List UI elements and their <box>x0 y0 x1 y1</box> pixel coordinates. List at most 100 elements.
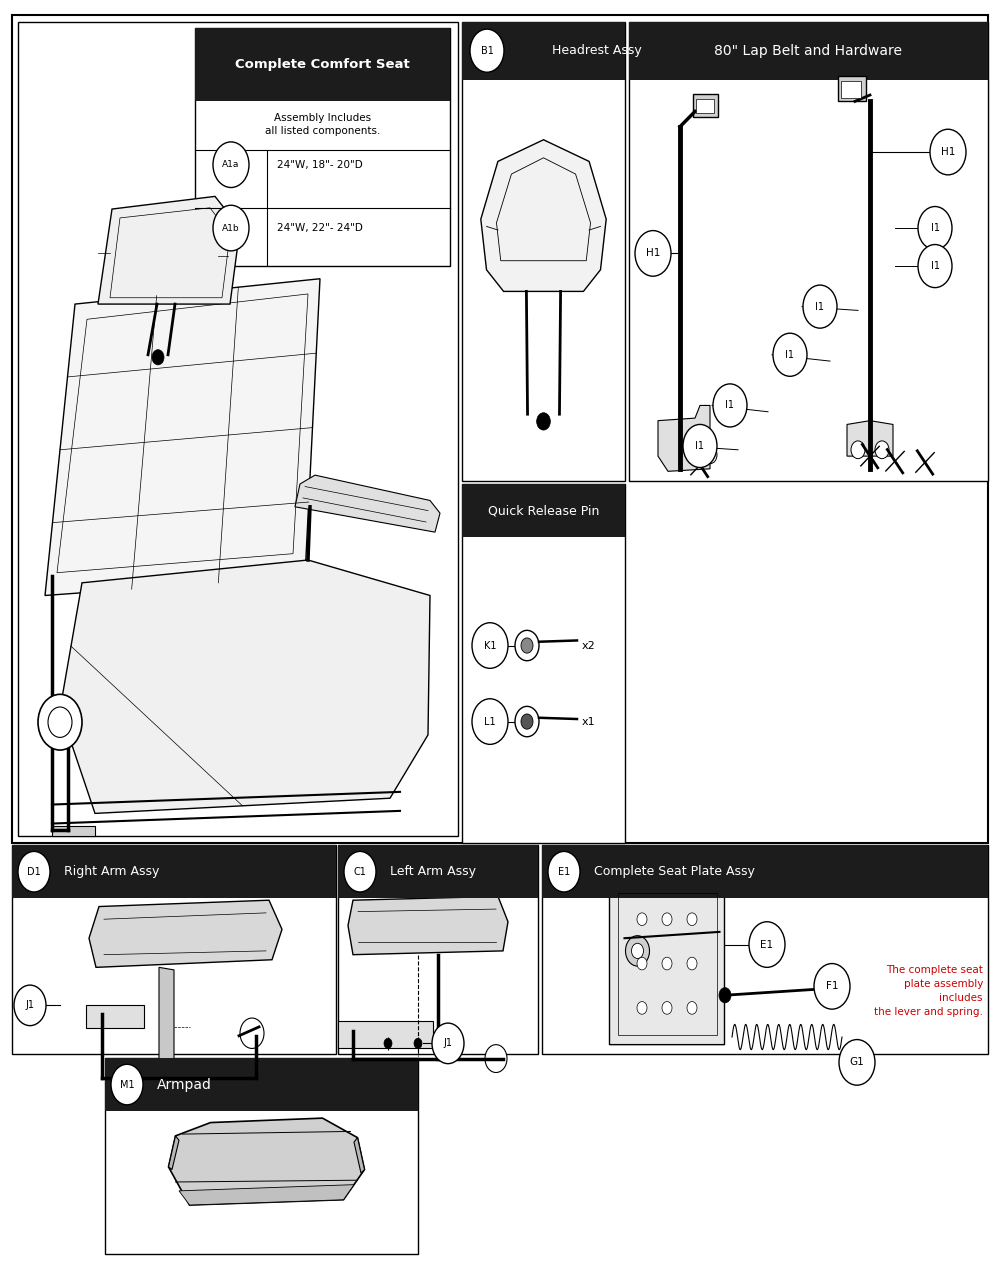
Circle shape <box>384 1039 392 1049</box>
Text: H1: H1 <box>646 248 660 258</box>
Circle shape <box>485 1044 507 1072</box>
Circle shape <box>521 715 533 730</box>
Text: Right Arm Assy: Right Arm Assy <box>64 865 159 878</box>
Bar <box>18 22 458 836</box>
Text: Complete Seat Plate Assy: Complete Seat Plate Assy <box>594 865 755 878</box>
Text: J1: J1 <box>444 1039 453 1048</box>
Circle shape <box>918 245 952 288</box>
Bar <box>542 845 988 898</box>
Circle shape <box>515 707 539 736</box>
Polygon shape <box>179 1185 354 1205</box>
Circle shape <box>432 1024 464 1064</box>
Bar <box>338 845 538 1054</box>
Polygon shape <box>52 826 95 836</box>
Circle shape <box>662 958 672 971</box>
Circle shape <box>851 441 865 459</box>
Text: 80" Lap Belt and Hardware: 80" Lap Belt and Hardware <box>714 43 902 58</box>
Text: A1b: A1b <box>222 223 240 233</box>
Text: D1: D1 <box>27 867 41 877</box>
Text: G1: G1 <box>850 1058 864 1067</box>
Text: x2: x2 <box>582 641 596 650</box>
Text: x1: x1 <box>582 717 596 726</box>
Polygon shape <box>295 475 440 532</box>
Text: The complete seat
plate assembly
includes
the lever and spring.: The complete seat plate assembly include… <box>874 965 983 1017</box>
Text: A1a: A1a <box>222 160 240 170</box>
Circle shape <box>713 384 747 427</box>
Text: Left Arm Assy: Left Arm Assy <box>390 865 476 878</box>
Bar <box>105 1058 418 1111</box>
Bar <box>629 22 988 80</box>
Circle shape <box>38 694 82 750</box>
Polygon shape <box>168 1135 179 1169</box>
Circle shape <box>687 1001 697 1014</box>
Text: C1: C1 <box>354 867 366 877</box>
Circle shape <box>344 851 376 892</box>
Circle shape <box>18 851 50 892</box>
Circle shape <box>635 231 671 276</box>
Circle shape <box>152 350 164 365</box>
Circle shape <box>213 142 249 188</box>
Text: K1: K1 <box>484 641 496 650</box>
Polygon shape <box>847 421 893 456</box>
Polygon shape <box>338 1021 433 1049</box>
Text: J1: J1 <box>26 1001 34 1010</box>
Text: Headrest Assy: Headrest Assy <box>552 44 642 57</box>
Bar <box>195 28 450 101</box>
Circle shape <box>637 912 647 925</box>
Text: I1: I1 <box>816 302 824 312</box>
Text: I1: I1 <box>726 400 734 411</box>
Text: Assembly Includes
all listed components.: Assembly Includes all listed components. <box>265 113 380 136</box>
Circle shape <box>814 963 850 1009</box>
Polygon shape <box>610 867 740 1044</box>
Text: E1: E1 <box>558 867 570 877</box>
Text: I1: I1 <box>786 350 794 360</box>
Circle shape <box>719 988 731 1003</box>
Circle shape <box>470 29 504 72</box>
Circle shape <box>472 699 508 745</box>
Polygon shape <box>45 279 320 595</box>
Circle shape <box>637 958 647 971</box>
Circle shape <box>626 935 650 965</box>
Text: Complete Comfort Seat: Complete Comfort Seat <box>235 58 410 71</box>
Bar <box>693 94 718 117</box>
Text: I1: I1 <box>930 223 940 233</box>
Text: I1: I1 <box>930 261 940 271</box>
Polygon shape <box>89 900 282 968</box>
Text: M1: M1 <box>120 1079 134 1090</box>
Circle shape <box>918 207 952 250</box>
Circle shape <box>637 1001 647 1014</box>
Circle shape <box>683 424 717 468</box>
Circle shape <box>213 205 249 251</box>
Bar <box>462 484 625 537</box>
Bar <box>696 99 714 113</box>
Circle shape <box>662 912 672 925</box>
Bar <box>338 845 538 898</box>
Text: E1: E1 <box>760 940 774 949</box>
Circle shape <box>240 1019 264 1049</box>
Text: Quick Release Pin: Quick Release Pin <box>488 504 599 517</box>
Circle shape <box>521 637 533 653</box>
Circle shape <box>803 285 837 328</box>
Bar <box>12 845 336 1054</box>
Circle shape <box>875 441 889 459</box>
Circle shape <box>687 912 697 925</box>
Bar <box>462 484 625 843</box>
Circle shape <box>687 958 697 971</box>
Bar <box>462 22 625 481</box>
Text: Armpad: Armpad <box>157 1077 212 1092</box>
Polygon shape <box>159 968 174 1069</box>
Circle shape <box>414 1039 422 1049</box>
Bar <box>12 15 988 843</box>
Text: I1: I1 <box>696 441 704 451</box>
Circle shape <box>749 922 785 968</box>
Text: F1: F1 <box>826 982 838 991</box>
Bar <box>195 28 450 266</box>
Bar <box>841 81 861 98</box>
Circle shape <box>515 630 539 660</box>
Circle shape <box>472 622 508 669</box>
Bar <box>462 22 625 80</box>
Circle shape <box>14 986 46 1026</box>
Text: 24"W, 18"- 20"D: 24"W, 18"- 20"D <box>277 160 363 170</box>
Bar <box>838 76 866 101</box>
Bar <box>629 22 988 481</box>
